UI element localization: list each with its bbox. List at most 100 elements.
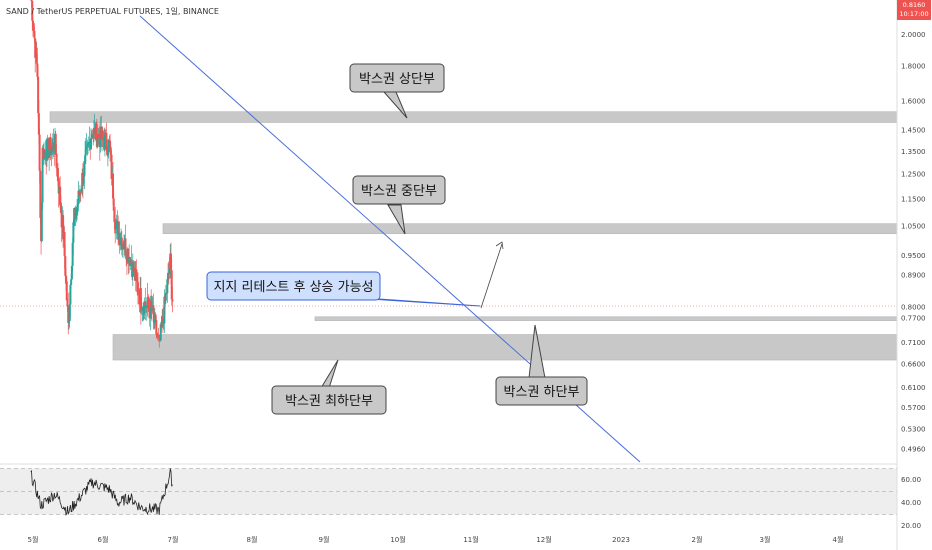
price-tick: 0.8900: [901, 272, 926, 280]
candle-body: [136, 282, 139, 294]
rsi-tick: 20.00: [901, 522, 921, 530]
candle-body: [67, 306, 70, 323]
candle-body: [80, 188, 83, 193]
candle-body: [54, 133, 57, 155]
box-zone-3: [112, 334, 898, 361]
candle-body: [95, 123, 98, 147]
candle-body: [77, 190, 80, 205]
callout-2: 지지 리테스트 후 상승 가능성: [206, 271, 481, 307]
candle-body: [59, 204, 62, 213]
box-zone-2: [314, 316, 898, 321]
candle-body: [139, 288, 142, 311]
candle-body: [169, 253, 172, 271]
candle-body: [33, 30, 36, 39]
candle-body: [87, 141, 90, 144]
date-tick: 9월: [319, 535, 330, 544]
candle-body: [132, 261, 135, 272]
price-tick: 0.7100: [901, 339, 926, 347]
candle-body: [145, 304, 148, 309]
callout-box: [352, 175, 446, 205]
candle-body: [82, 176, 85, 184]
candle-body: [49, 137, 52, 156]
candle-body: [159, 324, 162, 341]
candle-body: [106, 152, 109, 155]
candle-body: [72, 222, 75, 243]
date-tick: 4월: [833, 535, 844, 544]
candle-body: [64, 255, 67, 276]
candle-body: [86, 144, 89, 147]
price-tick: 0.7700: [901, 315, 926, 323]
callout-box: [349, 63, 445, 93]
date-tick: 11월: [463, 535, 478, 544]
callout-box: [271, 385, 387, 415]
candle-body: [112, 198, 115, 211]
candle-body: [149, 300, 152, 319]
price-tick: 0.8000: [901, 303, 926, 311]
candle-body: [30, 0, 33, 2]
candle-body: [109, 150, 112, 155]
price-tick: 0.6600: [901, 360, 926, 368]
candle-body: [78, 192, 81, 196]
candle-body: [113, 210, 116, 219]
callout-label: 지지 리테스트 후 상승 가능성: [213, 280, 373, 295]
candle-body: [123, 248, 126, 250]
candle-body: [141, 309, 144, 312]
candle-body: [102, 137, 105, 142]
candle-body: [67, 320, 70, 323]
candle-body: [171, 299, 174, 302]
candle-body: [122, 244, 125, 249]
candle-body: [114, 225, 117, 230]
callout-box: [495, 376, 588, 406]
candle-body: [31, 1, 34, 21]
candle-body: [56, 168, 59, 182]
candle-body: [158, 336, 161, 338]
price-tick: 1.2500: [901, 171, 926, 179]
candle-body: [147, 306, 150, 310]
candle-body: [96, 138, 99, 147]
candle-body: [50, 149, 53, 156]
candle-body: [135, 269, 138, 278]
price-tick: 2.0000: [901, 31, 926, 39]
candle-body: [108, 139, 111, 141]
price-tick: 1.6000: [901, 97, 926, 105]
rsi-line: [30, 468, 173, 517]
rsi-layer: [0, 468, 897, 517]
candle-body: [62, 215, 65, 240]
candle-body: [92, 128, 95, 135]
candle-body: [69, 284, 72, 305]
candle-body: [79, 192, 82, 194]
date-tick: 5월: [28, 535, 39, 544]
candle-body: [168, 269, 171, 274]
candle-body: [48, 149, 51, 158]
candle-body: [83, 161, 86, 177]
callout-1: 박스권 중단부: [352, 175, 446, 235]
candle-body: [36, 63, 39, 77]
candle-body: [112, 173, 115, 199]
candle-body: [39, 170, 42, 218]
candle-body: [65, 281, 68, 301]
candle-body: [89, 138, 92, 150]
candle-body: [37, 76, 40, 114]
candle-body: [47, 138, 50, 158]
candle-countdown: 10:17:00: [899, 10, 929, 18]
price-tick: 0.6100: [901, 384, 926, 392]
candle-body: [52, 142, 55, 152]
candle-body: [109, 140, 112, 151]
candle-body: [124, 238, 127, 256]
candle-body: [44, 150, 47, 159]
price-tick: 1.1500: [901, 195, 926, 203]
candle-body: [51, 145, 54, 150]
candle-body: [71, 242, 74, 267]
callout-label: 박스권 상단부: [359, 72, 435, 87]
candle-body: [150, 300, 153, 307]
current-price: 0.8160: [902, 1, 926, 9]
candle-body: [37, 113, 40, 135]
date-tick: 10월: [390, 535, 405, 544]
candle-body: [155, 319, 158, 335]
candle-body: [32, 26, 35, 31]
candle-body: [152, 305, 155, 315]
candle-body: [68, 304, 71, 321]
candle-body: [38, 134, 41, 171]
